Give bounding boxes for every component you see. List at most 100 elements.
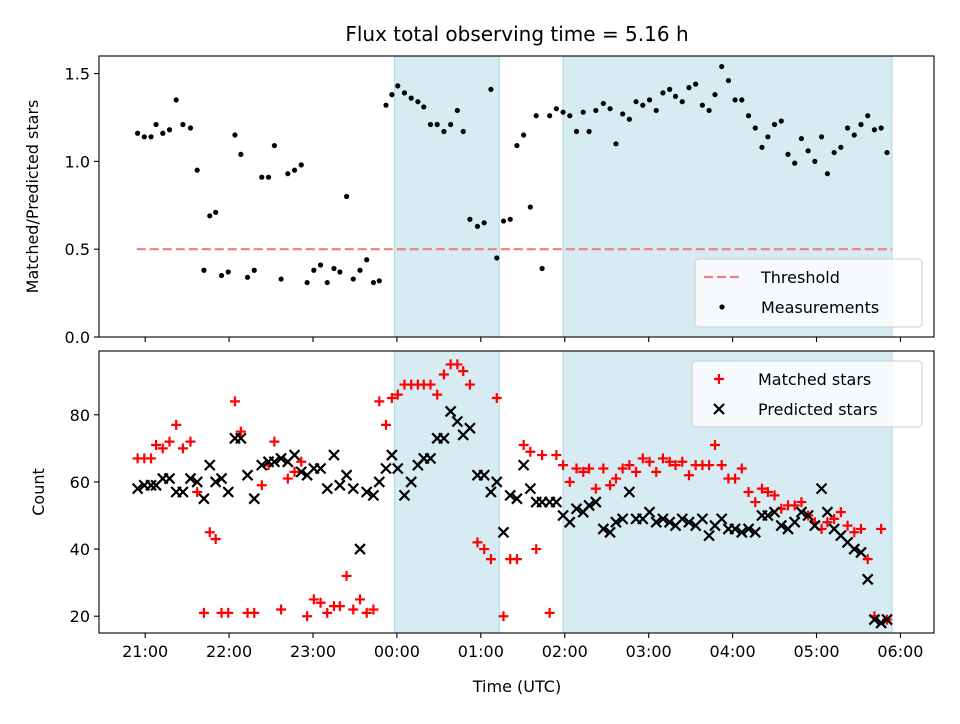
legend-label: Matched stars (758, 370, 871, 389)
data-point (677, 456, 688, 467)
data-point (391, 462, 404, 475)
data-point (571, 463, 582, 474)
data-point (719, 63, 725, 70)
y-axis-label: Matched/Predicted stars (23, 100, 42, 294)
data-point (769, 490, 780, 501)
legend-label: Threshold (760, 268, 840, 287)
data-point (785, 151, 791, 157)
data-point (454, 107, 460, 114)
data-point (578, 466, 589, 477)
data-point (683, 516, 695, 528)
data-point (354, 543, 366, 555)
data-point (151, 440, 162, 450)
data-point (173, 97, 179, 103)
data-point (626, 116, 632, 122)
plot-area (135, 63, 893, 286)
data-point (340, 469, 353, 481)
data-point (401, 90, 408, 96)
data-point (752, 125, 758, 131)
data-point (225, 269, 231, 275)
data-point (421, 104, 427, 110)
data-point (664, 456, 675, 467)
data-point (835, 507, 846, 518)
data-point (550, 496, 563, 508)
data-point (527, 204, 533, 210)
data-point (278, 276, 284, 282)
data-point (739, 97, 745, 103)
data-point (715, 513, 728, 525)
data-point (703, 529, 715, 542)
data-point (498, 611, 509, 622)
data-point (750, 497, 761, 508)
data-point (736, 463, 747, 474)
series-predicted-stars (131, 405, 893, 629)
y-tick-label: 0.0 (65, 328, 90, 347)
data-point (460, 128, 466, 135)
data-point (524, 482, 537, 495)
data-point (248, 492, 261, 505)
data-point (177, 443, 188, 454)
data-point (704, 460, 715, 471)
data-point (736, 526, 748, 539)
data-point (380, 462, 392, 475)
data-point (742, 523, 755, 535)
data-point (544, 607, 555, 618)
data-point (192, 487, 203, 497)
data-point (438, 369, 449, 380)
data-point (135, 130, 141, 136)
data-point (796, 497, 807, 508)
data-point (191, 476, 203, 488)
data-point (160, 130, 166, 136)
data-point (725, 77, 731, 84)
data-point (295, 466, 308, 478)
data-point (762, 509, 774, 522)
y-axis-label: Count (29, 468, 48, 516)
data-point (321, 482, 334, 495)
data-point (633, 99, 639, 105)
data-point (479, 544, 490, 555)
data-point (570, 503, 583, 515)
data-point (438, 432, 450, 445)
data-point (631, 466, 642, 477)
data-point (259, 174, 265, 180)
data-point (291, 167, 298, 173)
data-point (547, 113, 553, 119)
data-point (699, 102, 705, 108)
data-point (213, 209, 219, 215)
data-point (451, 415, 464, 428)
data-point (198, 607, 209, 618)
data-point (485, 554, 496, 565)
data-point (238, 151, 244, 157)
data-point (334, 479, 346, 492)
x-tick-label: 00:00 (374, 642, 420, 661)
data-point (141, 134, 147, 140)
data-point (458, 366, 469, 377)
data-point (203, 459, 216, 471)
data-point (865, 113, 871, 119)
data-point (251, 267, 257, 273)
data-point (670, 460, 681, 471)
data-point (304, 279, 310, 286)
data-point (504, 489, 516, 502)
data-point (494, 255, 500, 261)
data-point (395, 83, 401, 89)
data-point (317, 262, 324, 268)
data-point (683, 470, 694, 481)
shaded-interval (393, 55, 500, 338)
data-point (644, 456, 655, 467)
plot-area (131, 359, 893, 629)
x-tick-label: 21:00 (122, 642, 168, 661)
data-point (637, 453, 648, 464)
y-tick-label: 1.0 (65, 152, 90, 171)
data-point (848, 543, 861, 555)
data-point (348, 604, 359, 615)
data-point (730, 473, 741, 484)
data-point (672, 93, 679, 99)
data-point (584, 463, 595, 474)
data-point (567, 113, 573, 119)
data-point (861, 573, 874, 586)
data-point (551, 450, 562, 461)
data-point (474, 223, 481, 229)
data-point (676, 513, 689, 525)
